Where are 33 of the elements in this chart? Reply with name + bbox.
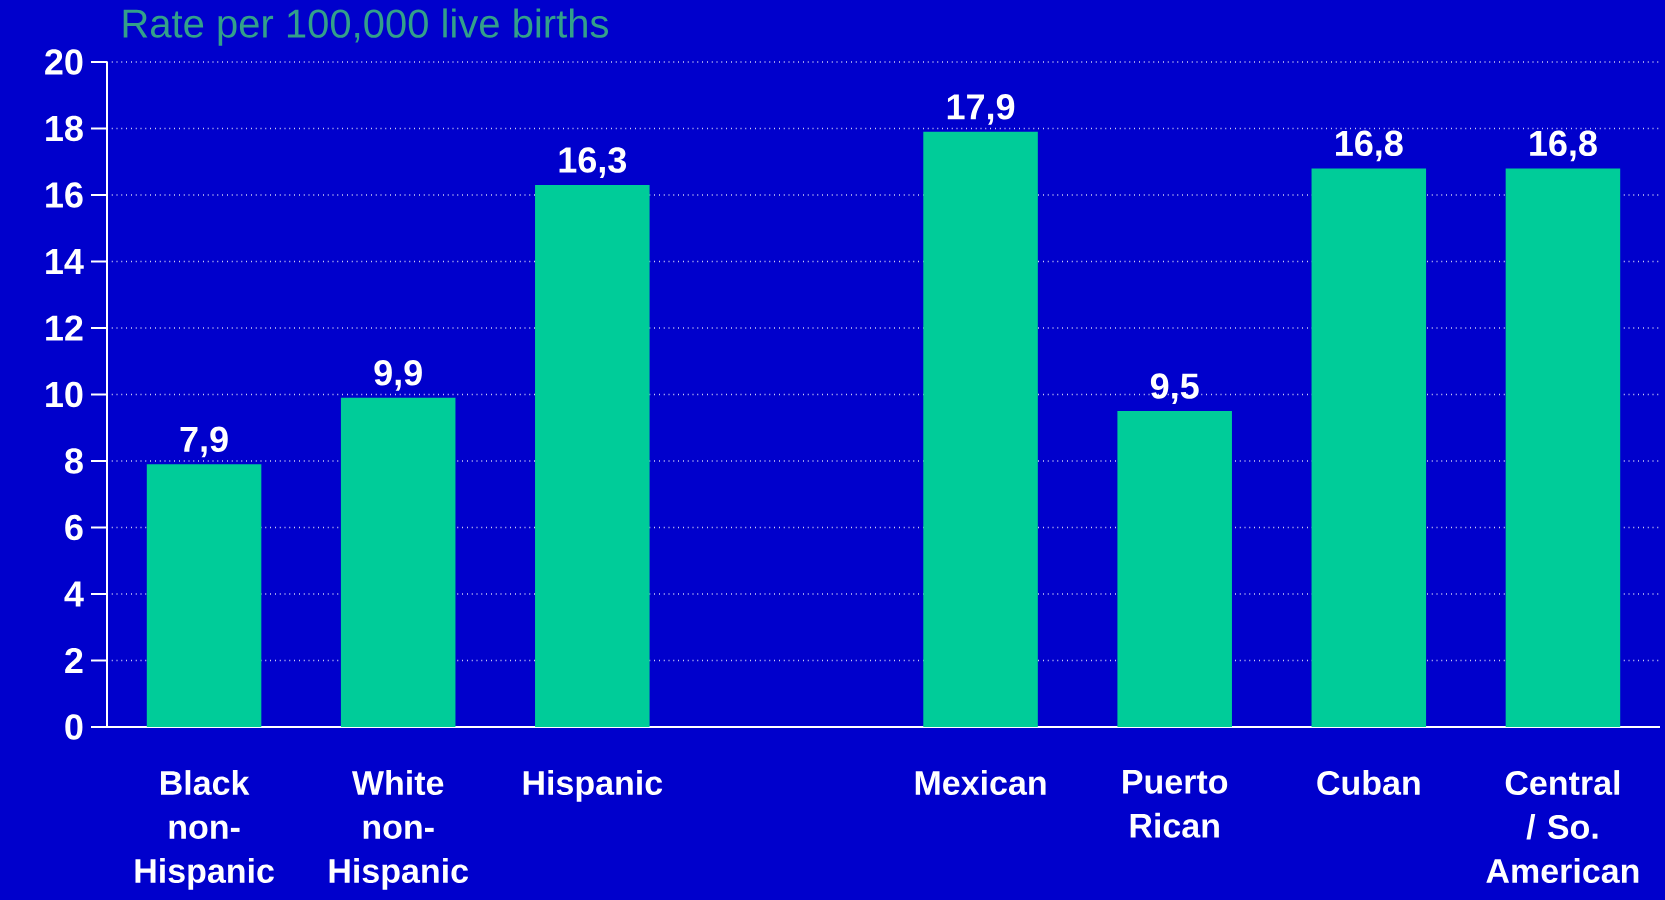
data-label: 17,9 [947,94,1015,125]
y-tick-label: 20 [45,49,83,75]
bar [923,131,1038,727]
x-tick-label: White non-Hispanic [329,770,469,890]
y-tick-label: 4 [64,581,84,607]
x-tick-label: Mexican [915,770,1046,796]
data-label: 16,8 [1336,130,1403,162]
data-label: 7,9 [180,426,228,458]
data-label: 16,3 [559,147,627,178]
bar [1311,168,1427,727]
bar [146,464,262,727]
bar [1505,168,1621,727]
y-tick-label: 12 [46,315,83,341]
y-tick-label: 14 [46,249,84,274]
chart-title: Rate per 100,000 live births [123,8,609,46]
y-tick-label: 8 [65,448,83,474]
y-tick-label: 16 [46,182,83,208]
bar [340,397,456,727]
y-tick-label: 2 [65,647,83,674]
data-label: 16,8 [1530,130,1597,162]
bar [535,185,650,727]
y-tick-label: 18 [46,115,83,142]
y-tick-label: 10 [46,381,83,408]
bar [1117,411,1232,727]
data-label: 9,5 [1150,373,1199,405]
x-tick-label: Central / So. American [1486,770,1639,884]
y-tick-label: 6 [65,514,83,541]
x-tick-label: Puerto Rican [1123,770,1228,838]
data-label: 9,9 [374,360,422,391]
y-tick-label: 0 [65,714,83,740]
x-tick-label: Black non-Hispanic [135,770,274,890]
x-tick-label: Hispanic [523,770,663,802]
x-tick-label: Cuban [1317,770,1420,796]
